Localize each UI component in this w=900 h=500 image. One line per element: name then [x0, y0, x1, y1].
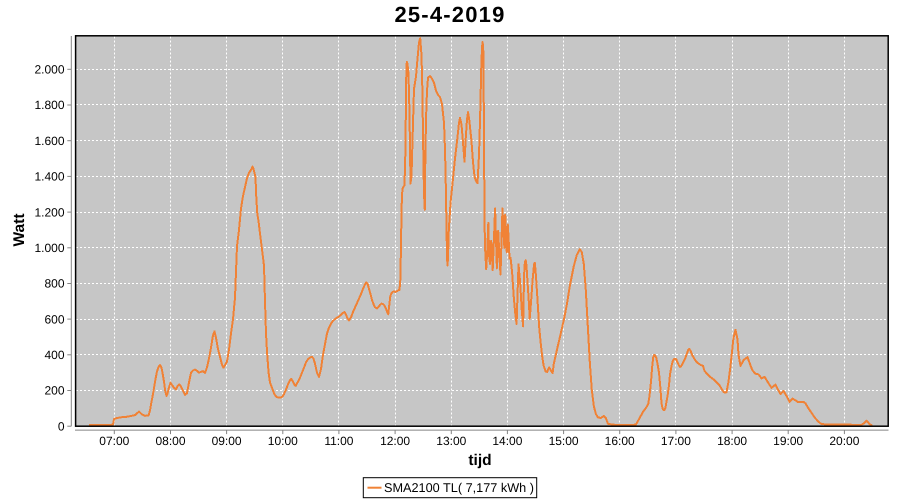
- svg-text:Watt: Watt: [11, 214, 28, 247]
- svg-text:19:00: 19:00: [773, 434, 803, 448]
- svg-text:200: 200: [44, 384, 64, 398]
- svg-text:08:00: 08:00: [155, 434, 185, 448]
- svg-text:800: 800: [44, 277, 64, 291]
- svg-text:13:00: 13:00: [436, 434, 466, 448]
- svg-text:07:00: 07:00: [99, 434, 129, 448]
- svg-text:17:00: 17:00: [661, 434, 691, 448]
- svg-text:1.200: 1.200: [34, 205, 64, 219]
- svg-text:11:00: 11:00: [324, 434, 353, 448]
- svg-text:1.000: 1.000: [34, 241, 64, 255]
- svg-text:10:00: 10:00: [268, 434, 298, 448]
- svg-text:400: 400: [44, 348, 64, 362]
- svg-text:2.000: 2.000: [34, 63, 64, 77]
- svg-text:16:00: 16:00: [605, 434, 635, 448]
- svg-text:09:00: 09:00: [212, 434, 242, 448]
- svg-text:tijd: tijd: [468, 452, 491, 469]
- svg-text:1.600: 1.600: [34, 134, 64, 148]
- svg-text:600: 600: [44, 312, 64, 326]
- svg-text:1.400: 1.400: [34, 170, 64, 184]
- svg-text:12:00: 12:00: [380, 434, 410, 448]
- svg-text:18:00: 18:00: [717, 434, 747, 448]
- svg-text:SMA2100 TL( 7,177 kWh ): SMA2100 TL( 7,177 kWh ): [384, 481, 534, 495]
- svg-text:20:00: 20:00: [829, 434, 859, 448]
- svg-text:25-4-2019: 25-4-2019: [394, 2, 505, 27]
- svg-text:15:00: 15:00: [549, 434, 579, 448]
- svg-text:14:00: 14:00: [492, 434, 522, 448]
- svg-text:0: 0: [58, 419, 65, 433]
- svg-text:1.800: 1.800: [34, 98, 64, 112]
